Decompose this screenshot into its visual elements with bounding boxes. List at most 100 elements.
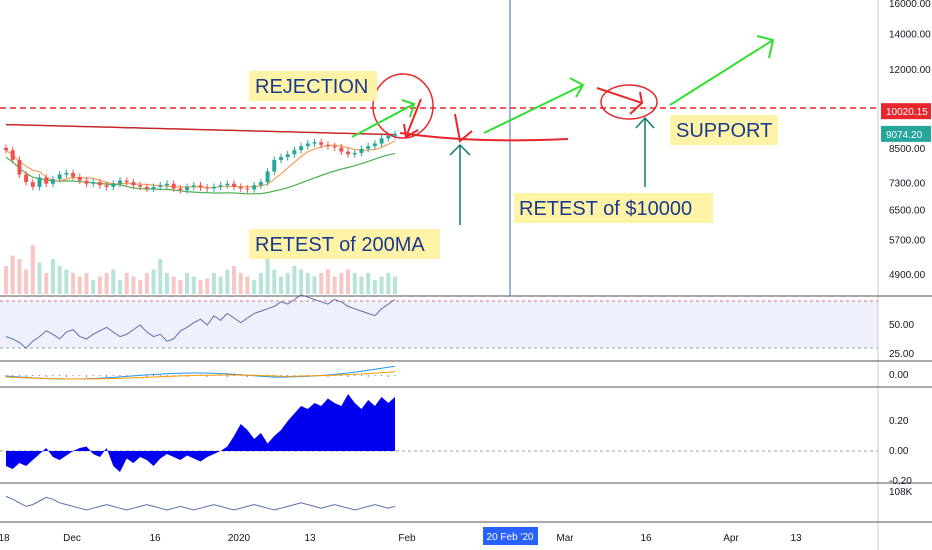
time-tick-label: 16 <box>149 533 161 544</box>
green-arrows <box>351 35 775 138</box>
candle-body <box>185 186 190 191</box>
candle-body <box>17 159 22 175</box>
volume-bar <box>198 280 203 294</box>
volume-bar <box>44 273 49 294</box>
teal-arrow-1 <box>449 143 471 225</box>
time-tick-label: 13 <box>304 533 316 544</box>
time-axis: 18 Dec 16 2020 13 Feb Mar 16 Apr 13 <box>0 533 802 544</box>
candle-body <box>272 159 277 172</box>
candle-body <box>205 187 210 189</box>
candle-body <box>198 185 203 188</box>
volume-bar <box>211 273 216 294</box>
price-tags: 10020.15 9074.20 <box>881 103 931 142</box>
macd-pane <box>5 365 396 380</box>
candle-body <box>151 186 156 189</box>
retest-10000-label: RETEST of $10000 <box>519 198 692 220</box>
oscillator-tick-label: 0.20 <box>889 416 909 427</box>
candle-body <box>393 133 397 136</box>
volume-bar <box>386 273 391 294</box>
candle-body <box>245 188 250 190</box>
candle-body <box>30 182 35 187</box>
volume-bar <box>258 273 263 294</box>
bottom-pane-tick-label: 108K <box>889 487 913 498</box>
price-tick-label: 6500.00 <box>889 205 926 216</box>
ma50-line <box>5 152 396 195</box>
candle-body <box>10 150 15 160</box>
price-tag-label: 9074.20 <box>886 130 923 141</box>
candle-body <box>299 146 304 151</box>
volume-bar <box>185 273 190 294</box>
volume-bar <box>285 273 290 294</box>
volume-bar <box>151 269 156 294</box>
candle-body <box>71 172 76 177</box>
volume-bar <box>325 269 330 294</box>
volume-bar <box>4 266 8 294</box>
volume-bar <box>191 276 196 294</box>
volume-bar <box>319 273 324 294</box>
price-tick-label: 4900.00 <box>889 270 926 281</box>
time-tick-label: Dec <box>63 533 81 544</box>
support-label-bg <box>670 115 778 145</box>
volume-bar <box>124 273 129 294</box>
volume-bar <box>372 280 377 294</box>
candle-body <box>325 144 330 147</box>
support-label: SUPPORT <box>676 120 772 142</box>
rsi-tick-label: 25.00 <box>889 349 914 360</box>
volume-bar <box>77 276 82 294</box>
rejection-label-bg <box>249 71 377 101</box>
oscillator-tick-label: -0.20 <box>889 476 912 487</box>
volume-bar <box>305 273 310 294</box>
time-tick-label: Mar <box>556 533 574 544</box>
rejection-label: REJECTION <box>255 76 368 98</box>
volume-bar <box>393 276 397 294</box>
time-tick-label: 13 <box>790 533 802 544</box>
candle-body <box>164 183 169 186</box>
candle-body <box>131 182 136 186</box>
candle-body <box>232 183 237 187</box>
candle-body <box>265 171 270 183</box>
red-arrow-1 <box>403 98 422 139</box>
volume-bar <box>158 259 163 294</box>
support-circle <box>600 84 658 120</box>
volume-bar <box>84 273 89 294</box>
candle-body <box>211 186 216 189</box>
candle-body <box>191 185 196 187</box>
rsi-line <box>5 294 396 349</box>
candle-body <box>144 186 149 189</box>
green-arrow-3 <box>669 35 775 106</box>
volume-bar <box>10 255 15 294</box>
ma200-line <box>5 123 396 136</box>
candle-body <box>218 185 223 187</box>
volume-bar <box>245 276 250 294</box>
price-axis: 16000.00 14000.00 12000.00 8500.00 7300.00 65… <box>889 0 931 498</box>
candle-body <box>50 179 55 184</box>
candle-body <box>124 180 129 183</box>
candle-body <box>386 135 391 139</box>
volume-bar <box>118 280 123 294</box>
price-tick-label: 12000.00 <box>889 65 931 76</box>
candle-body <box>332 146 337 148</box>
volume-bar <box>164 273 169 294</box>
volume-bar <box>17 259 22 294</box>
candle-body <box>111 183 116 187</box>
volume-bar <box>359 276 364 294</box>
volume-bar <box>71 273 76 294</box>
candle-body <box>352 152 357 155</box>
candle-body <box>171 183 176 189</box>
candle-body <box>24 174 29 183</box>
rsi-band <box>0 301 878 348</box>
candle-body <box>138 185 143 187</box>
candle-body <box>278 157 283 160</box>
red-arrow-3 <box>596 87 644 115</box>
price-tick-label: 8500.00 <box>889 144 926 155</box>
teal-arrows <box>449 116 655 225</box>
candle-body <box>91 182 96 184</box>
volume-bar <box>366 273 371 294</box>
volume-bar <box>171 276 176 294</box>
volume-bar <box>104 273 109 294</box>
candles <box>4 130 397 194</box>
volume-bar <box>91 280 96 294</box>
candle-body <box>359 148 364 153</box>
volume-bar <box>57 266 62 294</box>
price-tick-label: 16000.00 <box>889 0 931 10</box>
